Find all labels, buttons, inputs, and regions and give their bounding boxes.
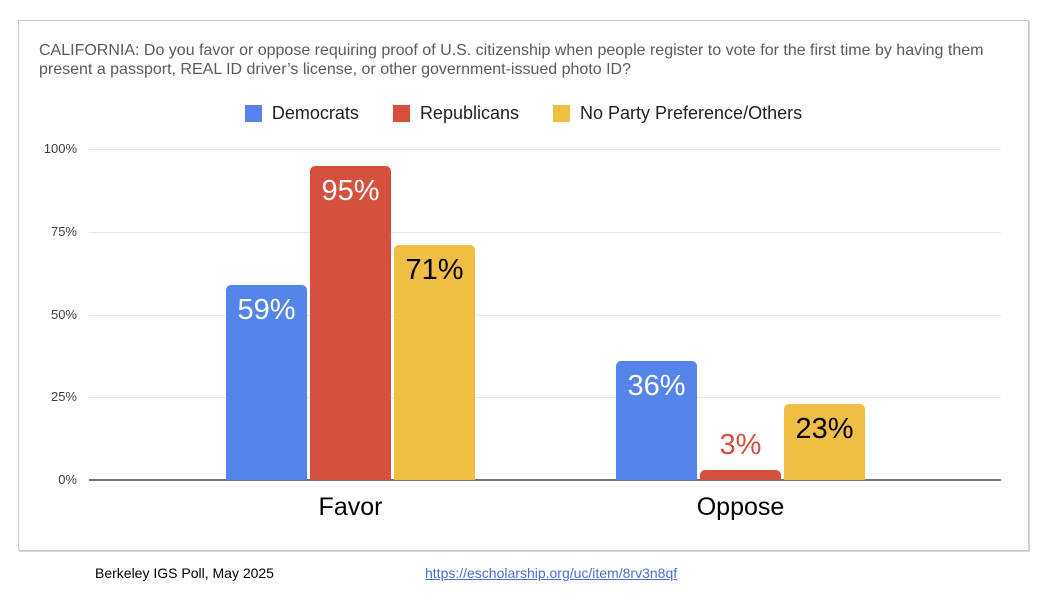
bar-oppose-democrats <box>616 361 697 480</box>
bar-slot: 3% <box>700 149 781 480</box>
bar-value-label: 59% <box>237 294 296 326</box>
legend-label: Democrats <box>271 103 359 123</box>
bar-value-label: 3% <box>719 429 762 461</box>
bar-value-label: 71% <box>405 254 464 286</box>
gridline-75 <box>89 231 1001 233</box>
legend-item-1: Republicans <box>392 103 519 124</box>
escholarship-link[interactable]: https://escholarship.org/uc/item/8rv3n8q… <box>425 565 678 581</box>
legend-label: No Party Preference/Others <box>580 103 803 123</box>
bar-slot: 59% <box>226 149 307 480</box>
bar-favor-republicans <box>310 166 391 480</box>
bar-slot: 71% <box>394 149 475 480</box>
bar-group-oppose: 36% 3% 23% <box>616 149 865 480</box>
bar-value-label: 23% <box>795 413 854 445</box>
y-tick-label-75: 75% <box>50 223 77 239</box>
bar-oppose-no-party-preference-others <box>784 404 865 480</box>
gridline-50 <box>89 314 1001 316</box>
legend-label: Republicans <box>419 103 519 123</box>
category-label-oppose: Oppose <box>696 493 785 521</box>
y-tick-label-50: 50% <box>50 306 77 322</box>
legend-item-2: No Party Preference/Others <box>553 103 802 124</box>
legend-swatch-icon <box>553 105 570 122</box>
bar-oppose-republicans <box>700 470 781 480</box>
gridline-25 <box>89 397 1001 399</box>
y-tick-label-25: 25% <box>50 389 77 405</box>
bar-slot: 23% <box>784 149 865 480</box>
bar-group-favor: 59% 95% 71% <box>226 149 475 480</box>
bar-value-label: 36% <box>627 370 686 402</box>
legend-item-0: Democrats <box>244 103 359 124</box>
y-tick-label-100: 100% <box>43 141 77 156</box>
source-citation: Berkeley IGS Poll, May 2025 <box>95 565 274 581</box>
x-axis-baseline <box>89 479 1001 481</box>
chart-container: CALIFORNIA: Do you favor or oppose requi… <box>18 20 1029 551</box>
bar-favor-no-party-preference-others <box>394 245 475 480</box>
chart-title: CALIFORNIA: Do you favor or oppose requi… <box>39 42 984 78</box>
category-label-favor: Favor <box>318 493 383 521</box>
chart-legend: Democrats Republicans No Party Preference/… <box>19 103 1028 124</box>
bar-slot: 95% <box>310 149 391 480</box>
bar-value-label: 95% <box>321 175 380 207</box>
gridline-100 <box>89 149 1001 150</box>
bar-slot: 36% <box>616 149 697 480</box>
y-tick-label-0: 0% <box>58 472 77 487</box>
legend-swatch-icon <box>244 105 262 122</box>
legend-swatch-icon <box>392 105 410 122</box>
bar-favor-democrats <box>226 285 307 480</box>
plot-area: 0% 25% 50% 75% 100% 59% 95% 71% Favor 36% 3% 23% Opp… <box>19 21 1028 550</box>
